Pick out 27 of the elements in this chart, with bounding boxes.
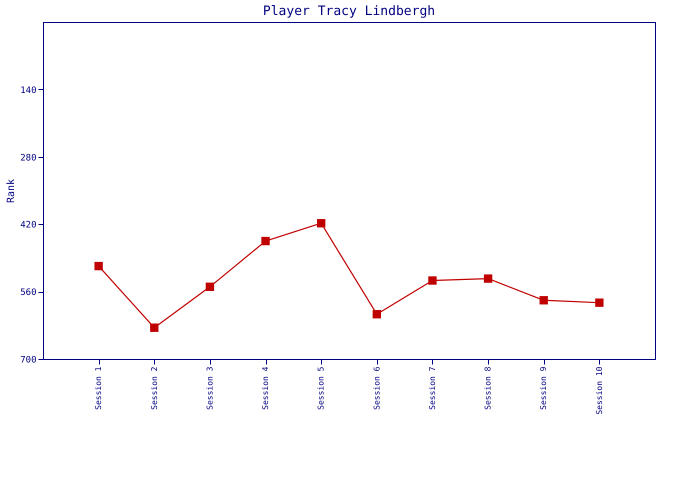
x-tick-label: Session 8: [484, 366, 493, 410]
x-tick-label: Session 9: [539, 366, 548, 410]
y-tick-label: 280: [20, 153, 36, 164]
x-tick-label: Session 2: [150, 366, 159, 410]
x-tick-label: Session 5: [316, 366, 326, 410]
point: [372, 310, 381, 318]
point: [206, 282, 214, 291]
point: [150, 324, 158, 332]
x-tick-label: Session 1: [94, 366, 104, 410]
point: [428, 276, 437, 285]
x-tick-label: Session 7: [428, 366, 437, 410]
y-tick-label: 560: [20, 288, 36, 298]
x-tick-label: Session 3: [205, 366, 214, 410]
point: [94, 262, 103, 270]
y-tick-label: 700: [20, 356, 36, 366]
point: [317, 219, 326, 228]
x-tick-label: Session 4: [261, 366, 270, 410]
chart-title: Player Tracy Lindbergh: [262, 4, 436, 19]
y-tick-label: 140: [20, 86, 36, 96]
point: [595, 298, 604, 307]
point: [484, 274, 492, 283]
point: [540, 296, 548, 304]
y-tick-label: 420: [20, 220, 36, 231]
x-tick-label: Session 10: [594, 366, 604, 415]
point: [261, 236, 270, 246]
y-axis-title: Rank: [6, 178, 18, 204]
x-tick-label: Session 6: [372, 366, 382, 410]
